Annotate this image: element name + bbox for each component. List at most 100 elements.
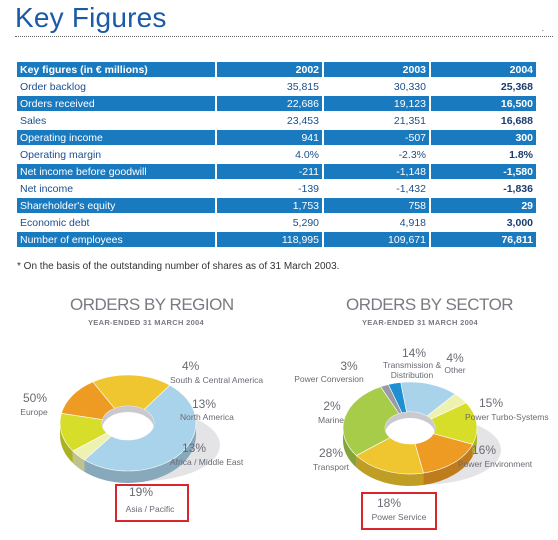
- slice-side-power-service: [356, 455, 424, 486]
- cell-label: Shareholder's equity: [17, 198, 215, 213]
- table-row-orders-received: Orders received 22,686 19,123 16,500: [17, 96, 536, 111]
- asia-pacific-highlight-box: [115, 484, 189, 522]
- table-header-label: Key figures (in € millions): [17, 62, 215, 77]
- cell-2003: 30,330: [322, 79, 429, 94]
- slice-pct-transmission-distribution: 14%: [402, 346, 426, 360]
- cell-2004: -1,580: [429, 164, 536, 179]
- title-dot: .: [541, 24, 544, 33]
- slice-pct-north-america: 13%: [192, 397, 216, 411]
- slice-pct-africa-middle-east: 13%: [182, 441, 206, 455]
- cell-2002: -211: [215, 164, 322, 179]
- donut-hole-wall: [102, 406, 154, 429]
- cell-label: Net income: [17, 181, 215, 196]
- cell-2003: -507: [322, 130, 429, 145]
- cell-2004: 300: [429, 130, 536, 145]
- slice-label-africa-middle-east: Africa / Middle East: [170, 457, 244, 467]
- cell-2003: 758: [322, 198, 429, 213]
- slice-side-power-environment: [423, 444, 473, 486]
- slice-label-transmission-distribution: Distribution: [391, 370, 434, 380]
- table-row-economic-debt: Economic debt 5,290 4,918 3,000: [17, 215, 536, 230]
- slice-label-transmission-distribution: Transmission &: [383, 360, 442, 370]
- slice-pct-power-conversion: 3%: [340, 359, 358, 373]
- slice-pct-power-environment: 16%: [472, 443, 496, 457]
- table-header-2004: 2004: [429, 62, 536, 77]
- slice-label-marine: Marine: [318, 415, 344, 425]
- table-row-order-backlog: Order backlog 35,815 30,330 25,368: [17, 79, 536, 94]
- slice-label-other: Other: [444, 365, 465, 375]
- cell-label: Net income before goodwill: [17, 164, 215, 179]
- cell-2002: 22,686: [215, 96, 322, 111]
- cell-2004: 25,368: [429, 79, 536, 94]
- cell-2002: 23,453: [215, 113, 322, 128]
- cell-2003: 4,918: [322, 215, 429, 230]
- table-header-2002: 2002: [215, 62, 322, 77]
- cell-2002: 35,815: [215, 79, 322, 94]
- slice-side-transport: [343, 428, 357, 468]
- slice-side-europe: [84, 423, 196, 483]
- donut-hole: [102, 406, 154, 440]
- cell-label: Operating margin: [17, 147, 215, 162]
- sector-chart-subtitle: YEAR-ENDED 31 MARCH 2004: [362, 318, 478, 327]
- slice-pct-marine: 2%: [323, 399, 341, 413]
- cell-2004: 3,000: [429, 215, 536, 230]
- slice-pct-europe: 50%: [23, 391, 47, 405]
- slice-pct-power-turbo-systems: 15%: [479, 396, 503, 410]
- cell-2004: 16,688: [429, 113, 536, 128]
- slice-label-power-conversion: Power Conversion: [294, 374, 364, 384]
- orders-by-sector-chart: 14%Transmission &Distribution 4%Other 15% P…: [294, 346, 549, 522]
- cell-2003: 109,671: [322, 232, 429, 247]
- slice-label-north-america: North America: [180, 412, 234, 422]
- table-row-net-income-before-goodwill: Net income before goodwill -211 -1,148 -1,5…: [17, 164, 536, 179]
- cell-label: Sales: [17, 113, 215, 128]
- table-row-number-of-employees: Number of employees 118,995 109,671 76,811: [17, 232, 536, 247]
- cell-2003: -2.3%: [322, 147, 429, 162]
- cell-2004: 1.8%: [429, 147, 536, 162]
- cell-label: Order backlog: [17, 79, 215, 94]
- table-header-row: Key figures (in € millions) 2002 2003 20…: [17, 62, 536, 77]
- slice-label-power-turbo-systems: Power Turbo-Systems: [465, 412, 549, 422]
- cell-label: Number of employees: [17, 232, 215, 247]
- cell-2004: 29: [429, 198, 536, 213]
- slice-label-power-environment: Power Environment: [458, 459, 533, 469]
- slice-side-north-america: [60, 423, 73, 463]
- sector-chart-title: ORDERS BY SECTOR: [346, 295, 514, 314]
- slice-label-asia-pacific: Asia / Pacific: [126, 504, 175, 514]
- donut-hole-wall: [385, 412, 435, 434]
- cell-2004: -1,836: [429, 181, 536, 196]
- cell-2003: 21,351: [322, 113, 429, 128]
- cell-label: Economic debt: [17, 215, 215, 230]
- table-header-2003: 2003: [322, 62, 429, 77]
- table-row-sales: Sales 23,453 21,351 16,688: [17, 113, 536, 128]
- cell-label: Orders received: [17, 96, 215, 111]
- table-row-shareholder-s-equity: Shareholder's equity 1,753 758 29: [17, 198, 536, 213]
- key-figures-table: Key figures (in € millions) 2002 2003 20…: [17, 60, 536, 249]
- cell-2002: 1,753: [215, 198, 322, 213]
- cell-2004: 16,500: [429, 96, 536, 111]
- slice-label-europe: Europe: [20, 407, 48, 417]
- slice-pct-transport: 28%: [319, 446, 343, 460]
- cell-2004: 76,811: [429, 232, 536, 247]
- slice-label-power-service: Power Service: [372, 512, 427, 522]
- cell-2002: 5,290: [215, 215, 322, 230]
- slice-pct-asia-pacific: 19%: [129, 485, 153, 499]
- table-row-operating-margin: Operating margin 4.0% -2.3% 1.8%: [17, 147, 536, 162]
- cell-2003: -1,148: [322, 164, 429, 179]
- table-row-net-income: Net income -139 -1,432 -1,836: [17, 181, 536, 196]
- table-footnote: * On the basis of the outstanding number…: [17, 261, 340, 272]
- slice-label-transport: Transport: [313, 462, 350, 472]
- slice-side-south-central-america: [72, 450, 85, 472]
- cell-2002: 4.0%: [215, 147, 322, 162]
- slice-pct-power-service: 18%: [377, 496, 401, 510]
- cell-2002: 118,995: [215, 232, 322, 247]
- cell-2003: -1,432: [322, 181, 429, 196]
- region-chart-title: ORDERS BY REGION: [70, 295, 234, 314]
- power-service-highlight-box: [361, 492, 437, 530]
- cell-2002: -139: [215, 181, 322, 196]
- table-row-operating-income: Operating income 941 -507 300: [17, 130, 536, 145]
- cell-label: Operating income: [17, 130, 215, 145]
- title-divider: [15, 36, 553, 37]
- slice-side-power-turbo-systems: [472, 428, 477, 457]
- cell-2003: 19,123: [322, 96, 429, 111]
- slice-label-south-central-america: South & Central America: [170, 375, 263, 385]
